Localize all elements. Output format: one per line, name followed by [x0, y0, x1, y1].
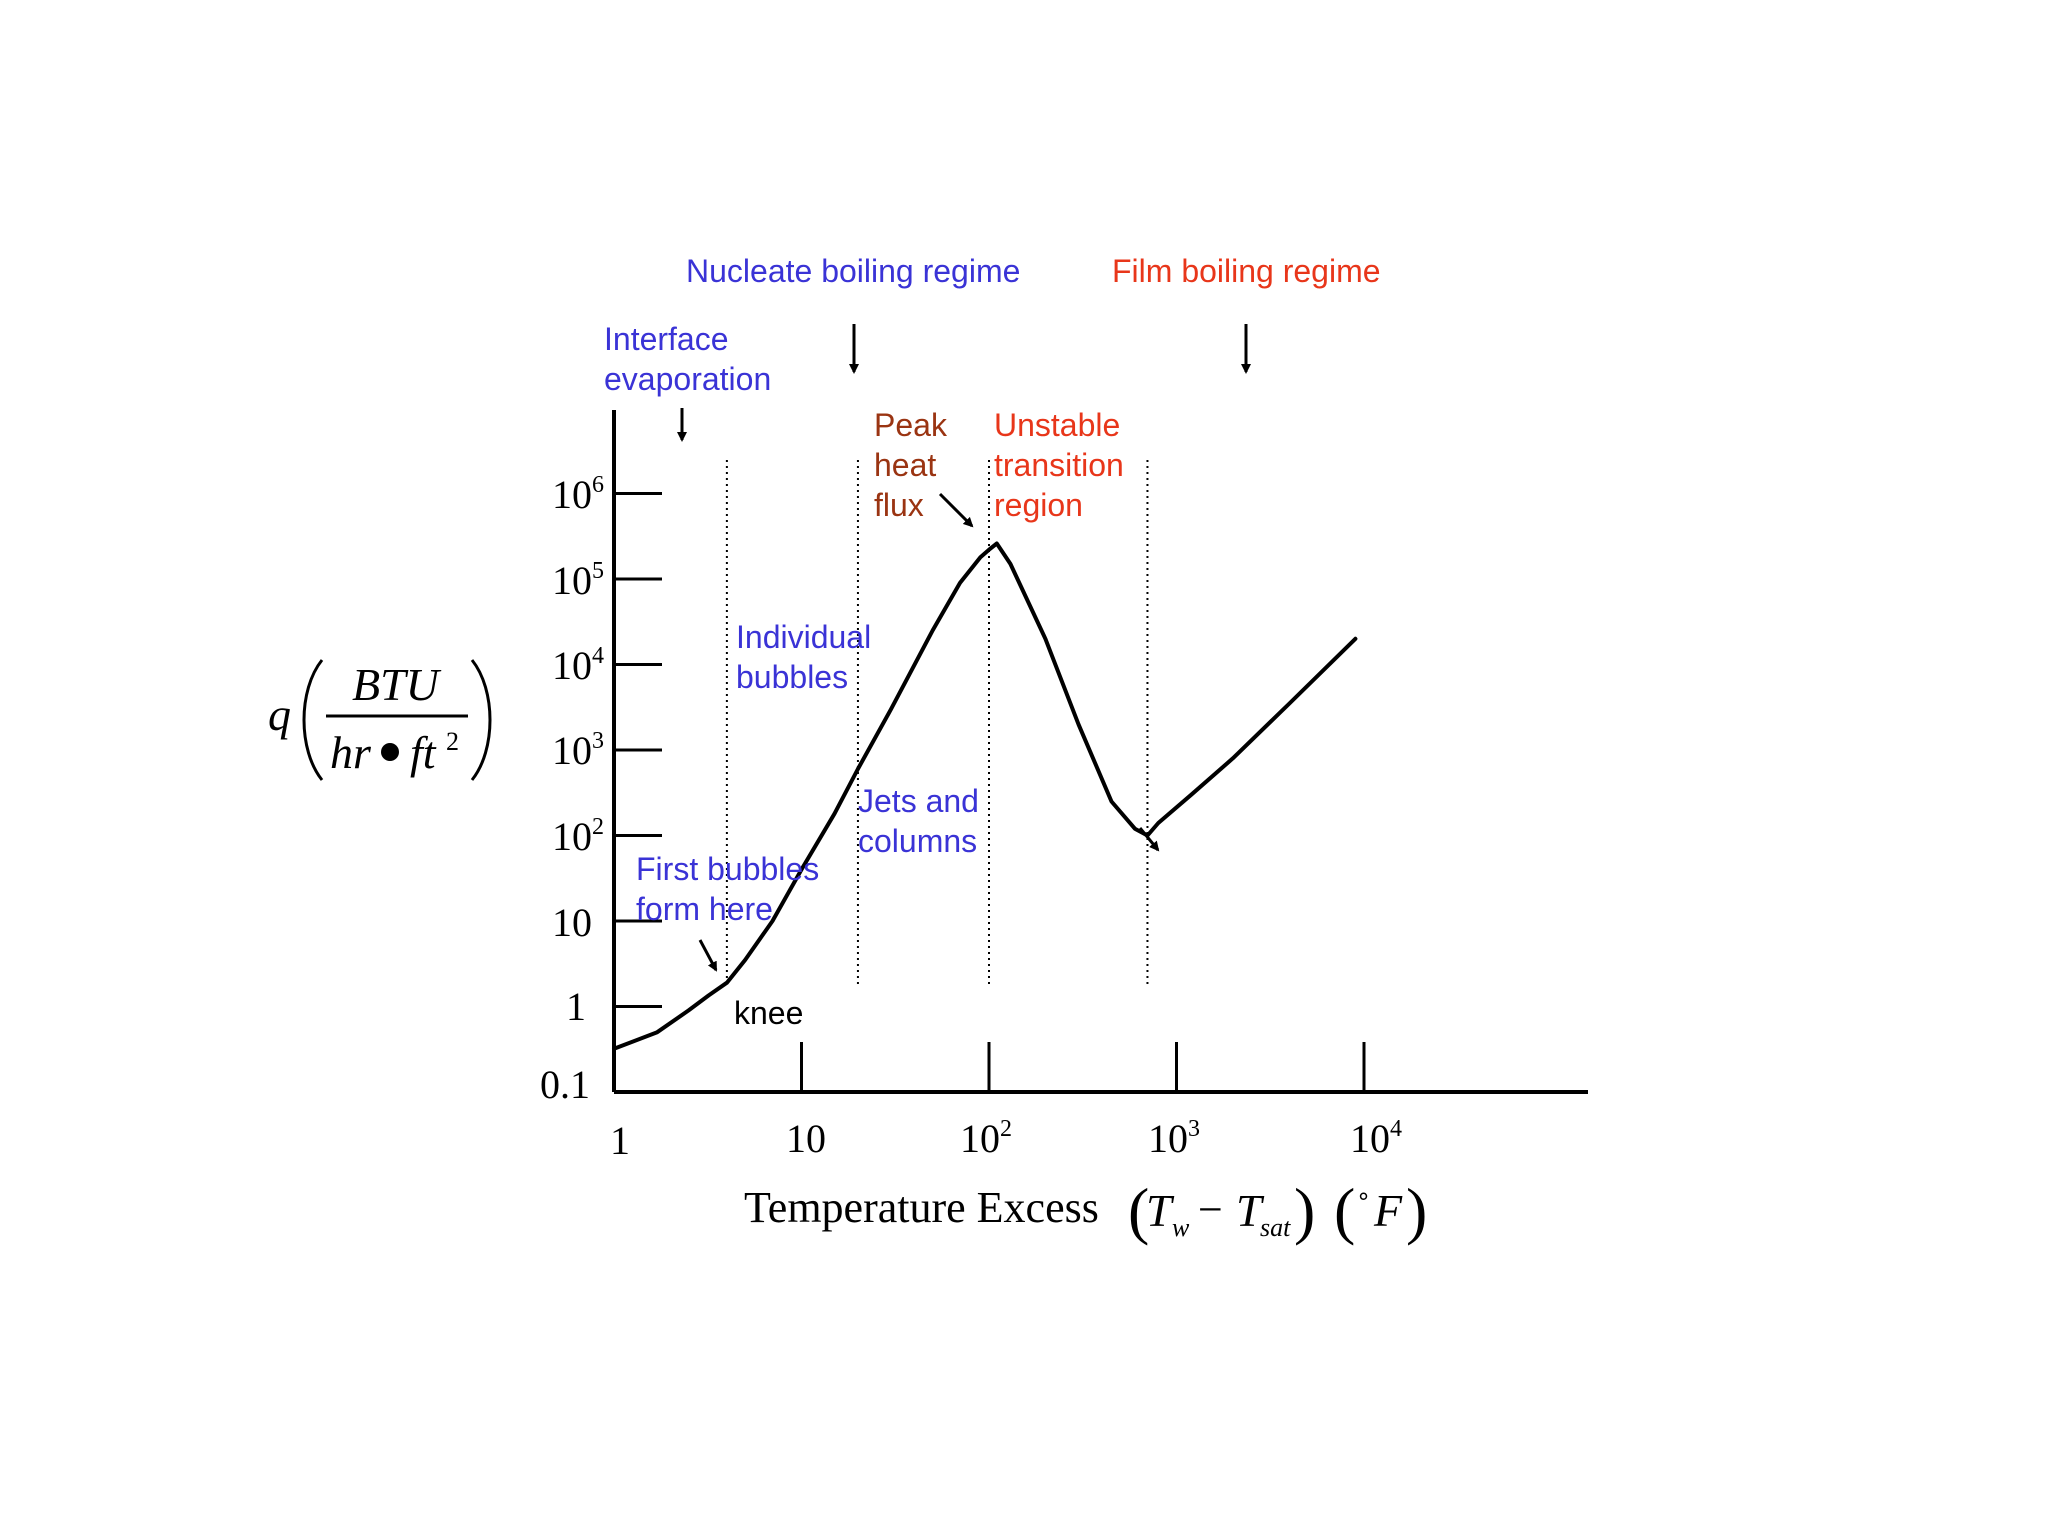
x-tick-label-10^3: 103: [1148, 1116, 1200, 1161]
unstable-label-3: region: [994, 487, 1083, 523]
y-tick-label-10^6: 106: [552, 472, 604, 517]
svg-text:hr: hr: [330, 727, 372, 778]
x-tick-label-10: 10: [786, 1116, 826, 1161]
svg-text:q: q: [268, 689, 291, 740]
x-ticks: [800, 1042, 1366, 1092]
individual-label-2: bubbles: [736, 659, 848, 695]
interface-label-2: evaporation: [604, 361, 771, 397]
y-ticks: [614, 492, 662, 1008]
peak-label-2: heat: [874, 447, 936, 483]
boiling-curve: [612, 541, 1358, 1051]
x-tick-labels: 1 10 102 103 104: [610, 1116, 1402, 1163]
svg-text:Temperature Excess: Temperature Excess: [744, 1183, 1099, 1232]
svg-text:∘: ∘: [1356, 1184, 1371, 1210]
unstable-label-2: transition: [994, 447, 1124, 483]
y-tick-label-10: 10: [552, 900, 592, 945]
jets-label-1: Jets and: [858, 783, 979, 819]
peak-arrow: [938, 492, 974, 528]
svg-text:(: (: [1334, 1175, 1355, 1246]
first-bubbles-label-2: form here: [636, 891, 773, 927]
jets-label-2: columns: [858, 823, 977, 859]
svg-text:BTU: BTU: [352, 659, 442, 710]
peak-label-1: Peak: [874, 407, 948, 443]
x-axis-label: Temperature Excess ( T w − T sat ) ( ∘ F…: [744, 1175, 1427, 1246]
unstable-label-1: Unstable: [994, 407, 1120, 443]
first-bubbles-arrow: [698, 939, 718, 972]
minimum-arrow: [1138, 827, 1160, 852]
x-tick-label-10^2: 102: [960, 1116, 1012, 1161]
first-bubbles-label-1: First bubbles: [636, 851, 819, 887]
x-tick-label-1: 1: [610, 1118, 630, 1163]
individual-label-1: Individual: [736, 619, 871, 655]
svg-text:ft: ft: [410, 727, 437, 778]
y-tick-labels: 0.1 1 10 102 103 104 105 106: [540, 472, 604, 1107]
nucleate-regime-label: Nucleate boiling regime: [686, 253, 1020, 289]
y-tick-label-1: 1: [566, 984, 586, 1029]
interface-label-1: Interface: [604, 321, 729, 357]
svg-text:T: T: [1146, 1185, 1175, 1236]
svg-text:−: −: [1198, 1185, 1223, 1234]
svg-text:2: 2: [446, 727, 459, 756]
svg-text:sat: sat: [1260, 1213, 1291, 1242]
svg-text:F: F: [1373, 1185, 1403, 1236]
svg-text:): ): [1294, 1175, 1315, 1246]
knee-label: knee: [734, 995, 803, 1031]
film-regime-label: Film boiling regime: [1112, 253, 1381, 289]
regime-boundaries: [725, 460, 1149, 988]
y-tick-label-10^3: 103: [552, 728, 604, 773]
peak-label-3: flux: [874, 487, 924, 523]
svg-text:(: (: [1128, 1175, 1149, 1246]
y-axis-label: q BTU hr ft 2: [268, 659, 492, 781]
y-tick-label-10^4: 104: [552, 643, 604, 688]
y-tick-label-10^2: 102: [552, 814, 604, 859]
x-tick-label-10^4: 104: [1350, 1116, 1402, 1161]
svg-text:): ): [1406, 1175, 1427, 1246]
y-tick-label-0.1: 0.1: [540, 1062, 590, 1107]
y-tick-label-10^5: 105: [552, 558, 604, 603]
annotations: Nucleate boiling regime Film boiling reg…: [604, 253, 1381, 1031]
svg-text:T: T: [1236, 1185, 1265, 1236]
arrows: [677, 324, 1251, 972]
svg-text:w: w: [1172, 1213, 1190, 1242]
